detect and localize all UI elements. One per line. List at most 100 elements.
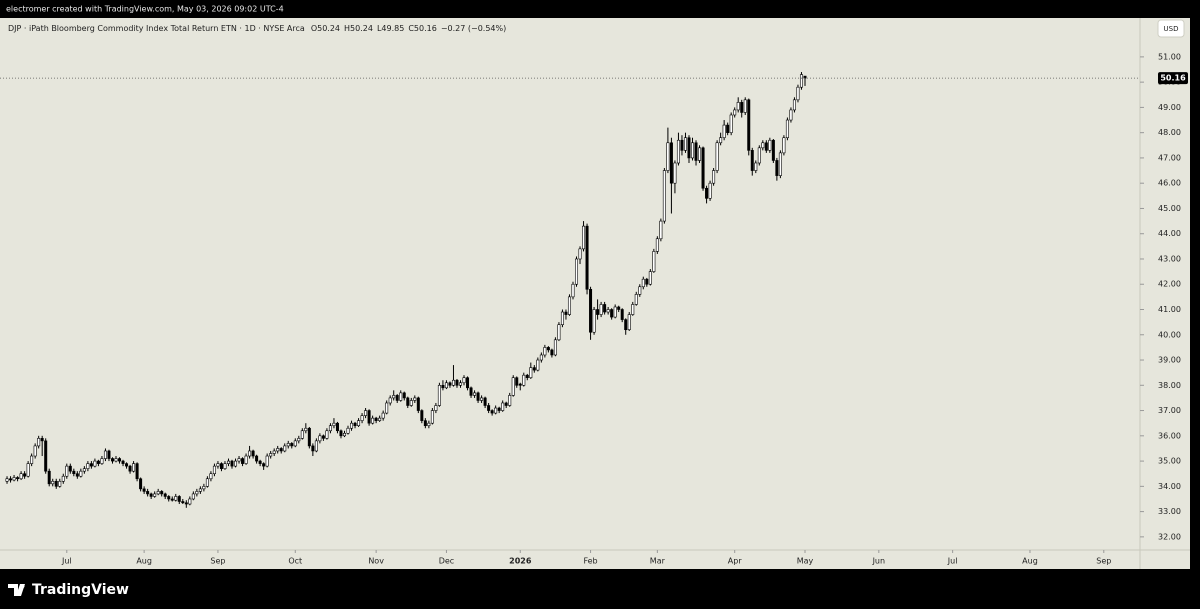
y-tick-label: 34.00 bbox=[1158, 482, 1181, 491]
candle-body bbox=[490, 410, 494, 414]
candle-body bbox=[606, 309, 610, 313]
candle-body bbox=[557, 324, 561, 341]
change: −0.27 (−0.54%) bbox=[441, 24, 506, 33]
candle-body bbox=[508, 395, 512, 406]
candle-body bbox=[796, 86, 800, 101]
y-tick-label: 39.00 bbox=[1158, 356, 1181, 365]
candle-body bbox=[613, 306, 617, 318]
x-tick-label: Apr bbox=[728, 557, 743, 566]
candle-body bbox=[676, 139, 680, 164]
candle-body bbox=[251, 450, 255, 457]
candle-body bbox=[698, 147, 702, 161]
candle-body bbox=[726, 124, 730, 133]
currency-button[interactable] bbox=[1157, 19, 1185, 38]
candle-body bbox=[93, 460, 97, 467]
candle-body bbox=[307, 427, 311, 447]
x-tick-label: May bbox=[797, 557, 814, 566]
candle-body bbox=[82, 468, 86, 472]
candle-body bbox=[448, 382, 452, 386]
candle-body bbox=[659, 220, 663, 240]
candle-body bbox=[360, 415, 364, 421]
candle-body bbox=[553, 339, 557, 356]
chart-panel bbox=[0, 18, 1190, 569]
candle-body bbox=[135, 463, 139, 480]
candle-body bbox=[778, 152, 782, 176]
candle-body bbox=[462, 377, 466, 384]
candle-body bbox=[286, 443, 290, 447]
candle-body bbox=[768, 139, 772, 151]
candle-body bbox=[209, 473, 213, 480]
candle-body bbox=[473, 392, 477, 396]
candle-body bbox=[416, 397, 420, 411]
candle-body bbox=[430, 410, 434, 424]
candle-body bbox=[494, 407, 498, 414]
candle-body bbox=[388, 397, 392, 404]
candle-body bbox=[673, 162, 677, 184]
candle-body bbox=[205, 478, 209, 487]
logo-icon bbox=[8, 584, 25, 596]
candle-body bbox=[30, 455, 34, 464]
ohlc-value: 49.85 bbox=[381, 24, 404, 33]
candle-body bbox=[610, 309, 614, 318]
candle-body bbox=[212, 465, 216, 475]
candle-body bbox=[666, 142, 670, 171]
candle-body bbox=[188, 498, 192, 505]
candle-body bbox=[715, 142, 719, 171]
candle-body bbox=[395, 395, 399, 401]
candle-body bbox=[585, 225, 589, 290]
candle-body bbox=[437, 384, 441, 406]
candle-body bbox=[708, 182, 712, 199]
candle-body bbox=[645, 278, 649, 285]
candle-body bbox=[279, 448, 283, 452]
candle-body bbox=[596, 309, 600, 315]
candle-body bbox=[262, 463, 266, 467]
candle-body bbox=[522, 374, 526, 386]
x-tick-label: Oct bbox=[288, 557, 302, 566]
candle-body bbox=[258, 460, 262, 464]
y-tick-label: 44.00 bbox=[1158, 229, 1181, 238]
y-tick-label: 46.00 bbox=[1158, 179, 1181, 188]
candle-body bbox=[170, 498, 174, 501]
currency[interactable]: USD bbox=[1164, 25, 1179, 33]
candle-body bbox=[367, 410, 371, 424]
ohlc-letter: O bbox=[311, 24, 317, 33]
candle-body bbox=[599, 304, 603, 315]
candle-body bbox=[118, 458, 122, 462]
candle-body bbox=[114, 458, 118, 462]
candle-body bbox=[409, 400, 413, 406]
candle-body bbox=[775, 160, 779, 176]
candle-body bbox=[539, 354, 543, 361]
candle-body bbox=[385, 402, 389, 414]
candle-body bbox=[58, 480, 62, 487]
y-tick-label: 47.00 bbox=[1158, 153, 1181, 162]
candle-body bbox=[771, 139, 775, 161]
candle-body bbox=[532, 367, 536, 371]
candle-body bbox=[79, 470, 83, 477]
candle-body bbox=[501, 402, 505, 411]
candle-body bbox=[789, 109, 793, 121]
ohlc-value: 50.24 bbox=[317, 24, 340, 33]
candle-body bbox=[722, 124, 726, 139]
x-tick-label: Aug bbox=[136, 557, 152, 566]
candle-body bbox=[511, 377, 515, 396]
candle-body bbox=[694, 142, 698, 161]
x-tick-label: Sep bbox=[1096, 557, 1111, 566]
candle-body bbox=[350, 422, 354, 429]
candle-body bbox=[719, 137, 723, 144]
candle-body bbox=[747, 99, 751, 151]
candle-body bbox=[564, 311, 568, 315]
candle-body bbox=[451, 379, 455, 386]
x-tick-label: Mar bbox=[650, 557, 666, 566]
ohlc-value: 50.16 bbox=[414, 24, 437, 33]
candle-body bbox=[149, 493, 153, 497]
plot bbox=[0, 72, 1140, 508]
candle-body bbox=[662, 170, 666, 222]
candle-body bbox=[441, 384, 445, 389]
candle-body bbox=[434, 405, 438, 411]
candle-body bbox=[160, 491, 164, 495]
candle-body bbox=[342, 432, 346, 437]
candle-body bbox=[603, 304, 607, 313]
candle-body bbox=[799, 74, 803, 88]
candle-body bbox=[515, 377, 519, 386]
candle-body bbox=[761, 142, 765, 149]
